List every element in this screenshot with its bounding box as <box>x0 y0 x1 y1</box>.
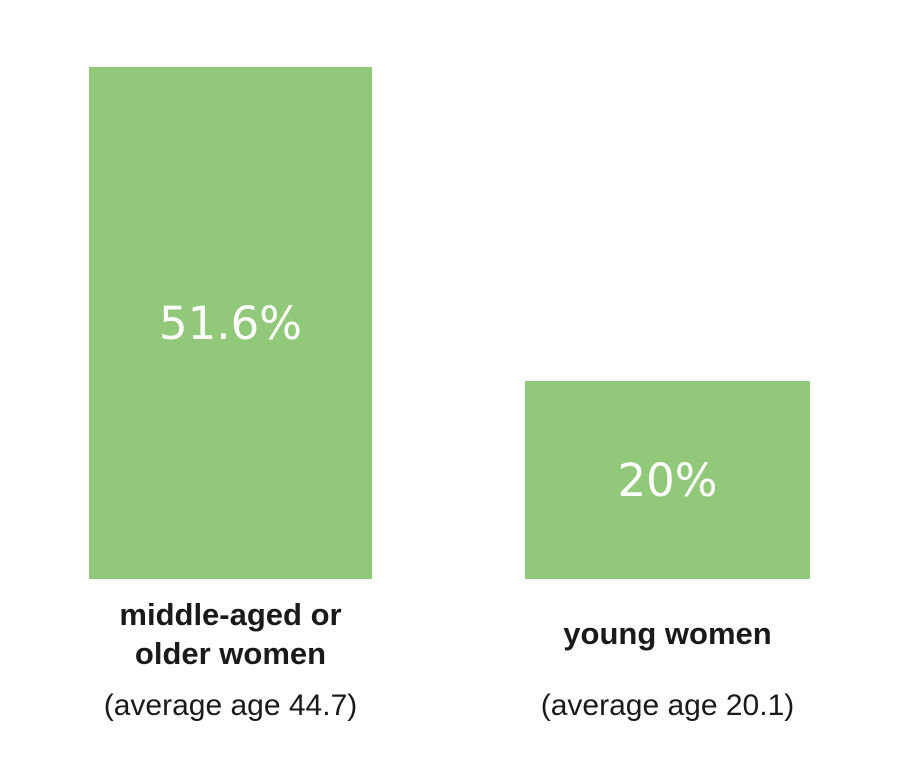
category-label-young-women: young women <box>563 616 772 652</box>
bar-value-label: 20% <box>617 453 718 507</box>
bar-value-label: 51.6% <box>159 296 302 350</box>
bar-group-middle-aged-women: 51.6% middle-aged or older women (averag… <box>89 0 372 770</box>
bar-group-young-women: 20% young women (average age 20.1) <box>525 0 810 770</box>
average-age-label-middle-aged-women: (average age 44.7) <box>103 689 358 722</box>
bar-young-women: 20% <box>525 381 810 579</box>
bar-middle-aged-women: 51.6% <box>89 67 372 579</box>
average-age-label-young-women: (average age 20.1) <box>540 689 795 722</box>
category-label-middle-aged-women: middle-aged or older women <box>119 596 342 671</box>
